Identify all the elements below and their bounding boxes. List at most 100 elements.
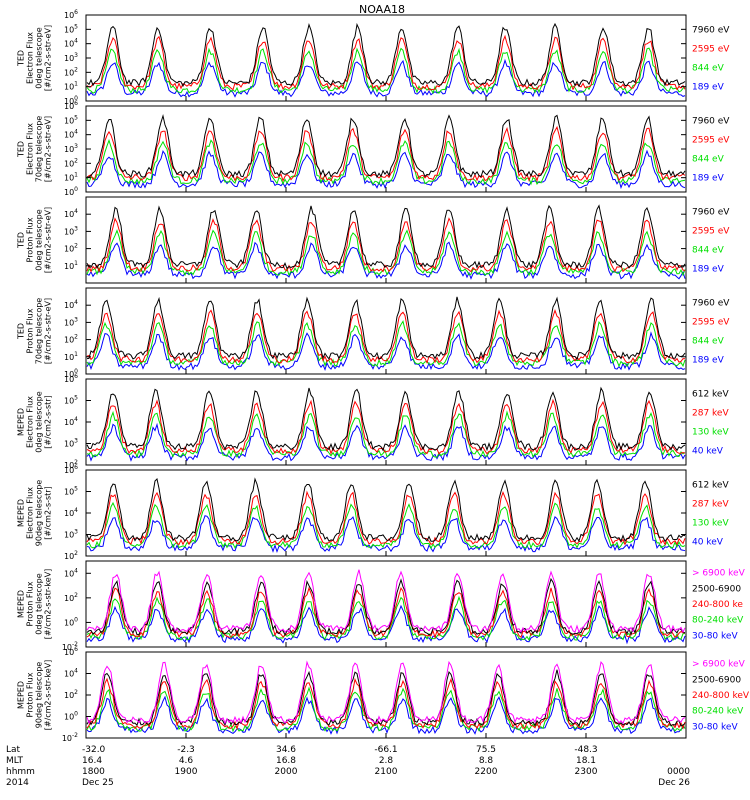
legend-entry: 130 keV — [692, 519, 729, 529]
y-tick-label: 102 — [64, 689, 78, 700]
y-axis-label-line: TED — [17, 141, 26, 158]
y-axis-label-line: 90deg telescope — [35, 662, 44, 729]
x-tick-lat: -2.3 — [177, 745, 195, 755]
series-line-3 — [86, 410, 686, 459]
y-tick-exponent: 6 — [74, 9, 78, 16]
y-axis-label-line: MEPED — [17, 590, 26, 618]
y-tick-exponent: 3 — [74, 225, 78, 232]
series-line-3 — [86, 320, 686, 368]
y-tick-label: 105 — [64, 23, 78, 34]
y-tick-base: 10 — [64, 174, 74, 183]
y-tick-base: 10 — [64, 531, 74, 540]
y-tick-base: 10 — [64, 131, 74, 140]
x-tick-lat: 75.5 — [476, 745, 496, 755]
x-tick-lat: -32.0 — [82, 745, 106, 755]
y-axis-label-line: Proton Flux — [26, 217, 35, 262]
legend-entry: 30-80 keV — [692, 722, 738, 732]
y-tick-exponent: 4 — [74, 208, 78, 215]
y-tick-exponent: 2 — [74, 689, 78, 696]
x-tick-date: Dec 26 — [658, 778, 690, 788]
y-axis-label-line: 90deg telescope — [35, 480, 44, 547]
y-tick-label: 100 — [64, 186, 78, 197]
legend-entry: 130 keV — [692, 428, 729, 438]
y-tick-label: 104 — [64, 208, 78, 219]
y-tick-exponent: 5 — [74, 23, 78, 30]
y-axis-label: MEPEDProton Flux90deg telescope[#/cm2-s-… — [17, 660, 53, 731]
y-tick-exponent: 2 — [74, 334, 78, 341]
y-axis-label-line: [#/cm2-s-str-keV] — [44, 660, 53, 731]
y-axis-label-line: [#/cm2-s-str-keV] — [44, 569, 53, 640]
y-tick-label: 101 — [64, 81, 78, 92]
y-axis-label-line: 0deg telescope — [35, 573, 44, 634]
legend-entry: 30-80 keV — [692, 631, 738, 641]
legend-entry: > 6900 keV — [692, 660, 746, 670]
y-axis-label-line: Electron Flux — [26, 123, 35, 175]
x-tick-mlt: 16.8 — [276, 756, 296, 766]
legend-entry: 287 keV — [692, 499, 729, 509]
y-tick-exponent: 0 — [74, 186, 78, 193]
y-tick-exponent: 0 — [74, 95, 78, 102]
series-line-4 — [86, 686, 686, 733]
figure-title: NOAA18 — [359, 3, 405, 16]
y-tick-label: 103 — [64, 316, 78, 327]
series-line-3 — [86, 501, 686, 550]
series-line-2 — [86, 577, 686, 637]
legend-entry: 287 keV — [692, 408, 729, 418]
legend-entry: 7960 eV — [692, 116, 730, 126]
y-axis-label-line: Proton Flux — [26, 308, 35, 353]
y-tick-label: 106 — [64, 646, 78, 657]
y-tick-exponent: 2 — [74, 243, 78, 250]
y-tick-exponent: 0 — [74, 368, 78, 375]
y-tick-label: 106 — [64, 464, 78, 475]
y-tick-base: 10 — [64, 97, 74, 106]
y-axis-label-line: MEPED — [17, 681, 26, 709]
x-row-label-mlt: MLT — [6, 756, 24, 766]
y-tick-exponent: 2 — [74, 459, 78, 466]
y-tick-label: 101 — [64, 172, 78, 183]
y-tick-exponent: 4 — [74, 299, 78, 306]
y-tick-base: 10 — [64, 418, 74, 427]
y-axis-label-line: MEPED — [17, 408, 26, 436]
y-tick-label: 102 — [64, 157, 78, 168]
y-axis-label-line: TED — [17, 50, 26, 67]
y-tick-exponent: 5 — [74, 395, 78, 402]
legend-entry: 2500-6900 — [692, 675, 741, 685]
legend-entry: 844 eV — [692, 337, 725, 347]
y-tick-label: 104 — [64, 299, 78, 310]
y-tick-base: 10 — [64, 83, 74, 92]
legend-entry: 2595 eV — [692, 44, 730, 54]
series-line-2 — [86, 125, 686, 183]
y-axis-label-line: Electron Flux — [26, 487, 35, 539]
legend-entry: 80-240 keV — [692, 616, 744, 626]
y-tick-base: 10 — [64, 466, 74, 475]
y-tick-label: 105 — [64, 114, 78, 125]
x-tick-mlt: 8.8 — [479, 756, 494, 766]
x-tick-hhmm: 1900 — [175, 767, 198, 777]
x-row-label-hhmm: hhmm — [6, 767, 35, 777]
series-line-3 — [86, 677, 686, 731]
y-tick-exponent: 3 — [74, 143, 78, 150]
y-tick-label: 105 — [64, 395, 78, 406]
y-tick-exponent: 3 — [74, 52, 78, 59]
y-tick-base: 10 — [64, 691, 74, 700]
y-tick-exponent: 3 — [74, 529, 78, 536]
legend-entry: 189 eV — [692, 174, 725, 184]
legend-entry: 2500-6900 — [692, 584, 741, 594]
legend-entry: 240-800 keV — [692, 691, 750, 701]
y-tick-label: 104 — [64, 668, 78, 679]
y-axis-label-line: [#/cm2-s-str] — [44, 486, 53, 539]
y-tick-exponent: -2 — [72, 641, 78, 648]
x-tick-hhmm: 2200 — [475, 767, 498, 777]
series-line-1 — [86, 22, 686, 88]
y-tick-label: 101 — [64, 260, 78, 271]
y-tick-base: 10 — [64, 25, 74, 34]
y-axis-label: MEPEDElectron Flux0deg telescope[#/cm2-s… — [17, 391, 53, 452]
y-tick-base: 10 — [64, 227, 74, 236]
y-axis-label-line: MEPED — [17, 499, 26, 527]
y-tick-base: 10 — [64, 11, 74, 20]
panel-4-traces — [86, 296, 686, 371]
y-tick-base: 10 — [64, 488, 74, 497]
y-tick-exponent: 4 — [74, 129, 78, 136]
y-tick-label: 105 — [64, 486, 78, 497]
